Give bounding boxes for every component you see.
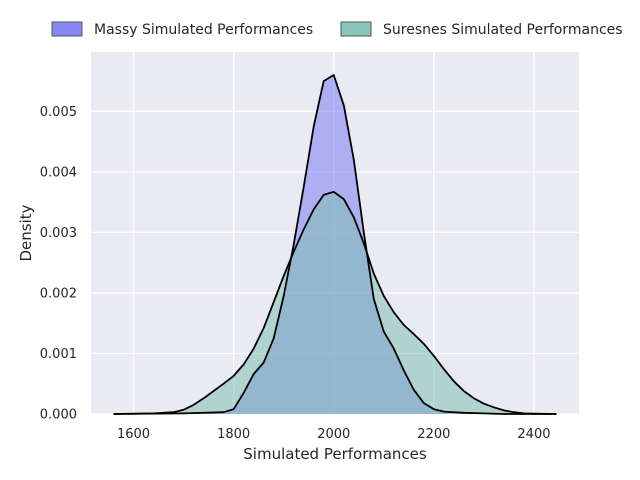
x-tick-label: 2000 [317,427,350,442]
y-tick-label: 0.001 [40,347,77,362]
y-tick-label: 0.000 [40,408,77,423]
x-tick-label: 1800 [217,427,250,442]
legend-entry-label: Massy Simulated Performances [94,22,313,38]
x-tick-label: 1600 [117,427,150,442]
legend-swatch [51,21,83,37]
y-tick-label: 0.002 [40,286,77,301]
y-tick-label: 0.003 [40,226,77,241]
legend: Massy Simulated Performances Suresnes Sim… [51,21,623,38]
legend-swatch [340,21,372,37]
x-axis-label: Simulated Performances [243,445,427,463]
y-axis-label: Density [17,204,35,261]
x-tick-label: 2400 [517,427,550,442]
legend-entry-label: Suresnes Simulated Performances [383,22,623,38]
x-tick-labels: 1600 1800 2000 2200 2400 [117,427,551,442]
series-layer [113,74,557,415]
y-tick-label: 0.005 [40,105,77,120]
x-tick-label: 2200 [417,427,450,442]
y-tick-labels: 0.000 0.001 0.002 0.003 0.004 0.005 [40,105,77,423]
y-tick-label: 0.004 [40,165,77,180]
series-0-line [113,74,557,415]
series-1-line [113,190,557,415]
series-1-area [113,191,557,414]
